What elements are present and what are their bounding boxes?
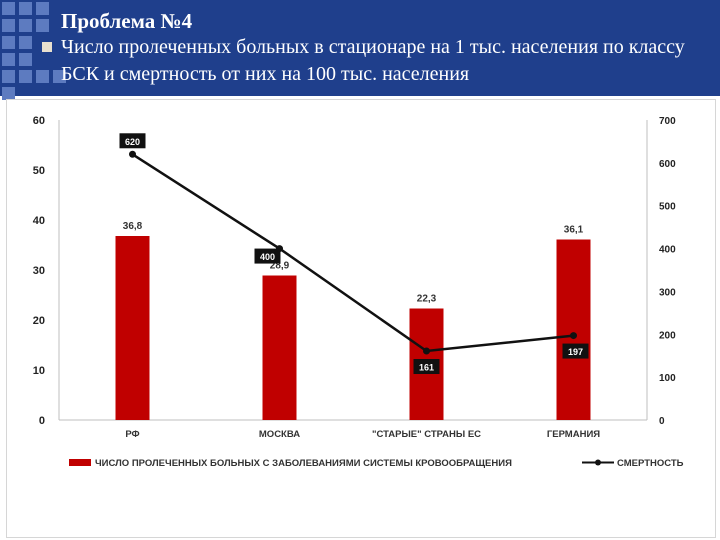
decorative-square: [2, 87, 15, 100]
y-right-tick-label: 500: [659, 202, 676, 213]
line-data-label-box: [413, 359, 440, 374]
bar-data-label: 36,8: [123, 221, 143, 232]
slide-subtitle: Число пролеченных больных в стационаре н…: [61, 36, 685, 85]
bar: [115, 236, 150, 420]
y-right-tick-label: 600: [659, 159, 676, 170]
decorative-square: [19, 19, 32, 32]
line-point: [570, 332, 577, 340]
legend-line-marker: [595, 459, 601, 466]
slide-header: Проблема №4 Число пролеченных больных в …: [0, 0, 720, 100]
line-data-label: 161: [419, 363, 434, 373]
line-point: [423, 347, 430, 355]
y-right-tick-label: 0: [659, 416, 665, 427]
decorative-square: [36, 70, 49, 83]
decorative-square: [36, 2, 49, 15]
y-right-tick-label: 700: [659, 116, 676, 127]
slide-title: Проблема №4: [61, 9, 193, 33]
decorative-square: [19, 70, 32, 83]
y-left-tick-label: 20: [33, 315, 45, 327]
bar-data-label: 28,9: [270, 261, 290, 272]
y-right-tick-label: 400: [659, 245, 676, 256]
line-data-label: 400: [260, 252, 275, 262]
x-category-label: ГЕРМАНИЯ: [547, 429, 600, 440]
legend-bar-label: ЧИСЛО ПРОЛЕЧЕННЫХ БОЛЬНЫХ С ЗАБОЛЕВАНИЯМ…: [95, 458, 512, 469]
decorative-square: [19, 53, 32, 66]
line-point: [129, 150, 136, 158]
y-left-tick-label: 40: [33, 215, 45, 227]
x-category-label: РФ: [125, 429, 139, 440]
legend-bar-swatch: [69, 459, 91, 466]
y-right-tick-label: 100: [659, 373, 676, 384]
line-data-label-box: [254, 248, 281, 264]
line-data-label: 197: [568, 347, 583, 357]
decorative-square: [2, 70, 15, 83]
decorative-square: [2, 53, 15, 66]
y-left-tick-label: 50: [33, 165, 45, 177]
decorative-square: [2, 19, 15, 32]
decorative-square: [2, 2, 15, 15]
y-left-tick-label: 60: [33, 115, 45, 127]
line-data-label-box: [562, 343, 589, 359]
decorative-square: [2, 36, 15, 49]
x-category-label: "СТАРЫЕ" СТРАНЫ ЕС: [372, 429, 481, 440]
bar: [262, 275, 297, 420]
line-data-label: 620: [125, 137, 140, 147]
y-right-tick-label: 200: [659, 330, 676, 341]
line-data-label-box: [119, 133, 146, 149]
combo-chart: 0102030405060010020030040050060070036,82…: [33, 115, 684, 469]
decorative-square: [19, 2, 32, 15]
line-series-smertnost: [131, 153, 574, 353]
y-left-tick-label: 30: [33, 265, 45, 277]
y-left-tick-label: 10: [33, 365, 45, 377]
decorative-square: [53, 70, 66, 83]
bar-data-label: 36,1: [564, 225, 584, 236]
bullet-square-icon: [42, 42, 52, 52]
decorative-square: [36, 19, 49, 32]
decorative-square: [19, 36, 32, 49]
bar-data-label: 22,3: [417, 294, 437, 305]
x-category-label: МОСКВА: [259, 429, 300, 440]
chart-container: 0 10 20 30 40 50 60 0 100 200 300 400 500 600 700 36,8 2…: [6, 99, 716, 538]
y-left-tick-label: 0: [39, 415, 45, 427]
legend-line-label: СМЕРТНОСТЬ: [617, 458, 684, 469]
bar: [556, 239, 591, 420]
y-right-tick-label: 300: [659, 287, 676, 298]
